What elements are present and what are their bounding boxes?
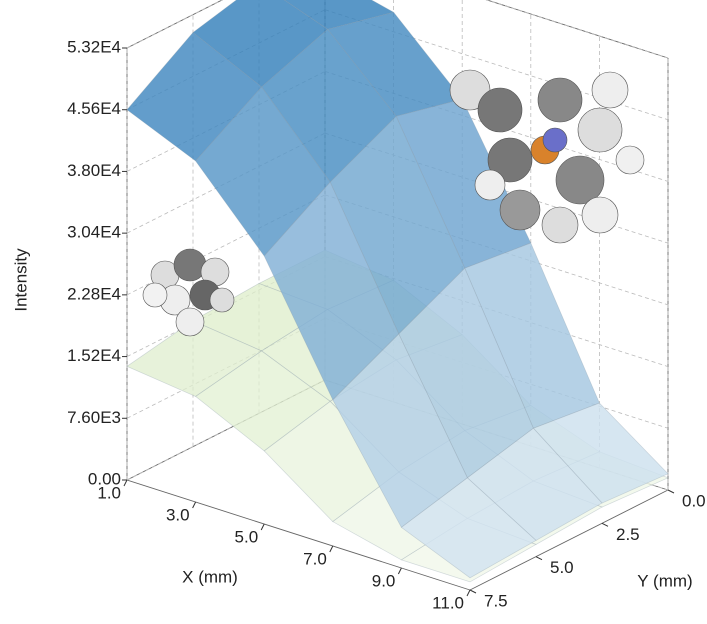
tick-mark <box>469 589 477 594</box>
x-tick-label: 3.0 <box>166 505 190 524</box>
z-tick-label: 5.32E4 <box>67 37 121 56</box>
z-tick-label: 1.52E4 <box>67 346 121 365</box>
x-tick-label: 5.0 <box>235 527 259 546</box>
molecule-small <box>142 248 235 337</box>
y-tick-label: 0.0 <box>682 491 706 510</box>
tick-mark <box>466 589 471 597</box>
tick-mark <box>601 522 609 527</box>
z-tick-label: 3.80E4 <box>67 161 121 180</box>
tick-mark <box>329 545 334 553</box>
surface <box>126 0 669 579</box>
z-tick-label: 2.28E4 <box>67 284 121 303</box>
z-tick-label: 4.56E4 <box>67 99 121 118</box>
z-axis-label: Intensity <box>11 248 30 312</box>
tick-mark <box>535 556 543 561</box>
surface-patch <box>400 477 537 579</box>
x-tick-label: 11.0 <box>432 593 464 612</box>
y-axis-label: Y (mm) <box>637 571 692 590</box>
box-edge <box>469 489 669 591</box>
molecule-large <box>449 69 645 244</box>
grid-line <box>126 0 223 49</box>
x-tick-label: 9.0 <box>372 571 396 590</box>
tick-mark <box>397 567 402 575</box>
z-tick-label: 7.60E3 <box>67 408 121 427</box>
y-tick-label: 7.5 <box>484 591 508 610</box>
z-tick-label: 0.00 <box>88 469 121 488</box>
tick-mark <box>260 523 265 531</box>
x-axis-label: X (mm) <box>182 567 238 586</box>
box-edge <box>485 0 669 59</box>
x-tick-label: 1.0 <box>97 483 121 502</box>
y-tick-label: 2.5 <box>616 525 640 544</box>
tick-mark <box>123 479 128 487</box>
box-edge <box>126 479 471 591</box>
tick-mark <box>192 501 197 509</box>
z-tick-label: 3.04E4 <box>67 223 121 242</box>
y-tick-label: 5.0 <box>550 558 574 577</box>
x-tick-label: 7.0 <box>303 549 327 568</box>
tick-mark <box>667 489 675 494</box>
